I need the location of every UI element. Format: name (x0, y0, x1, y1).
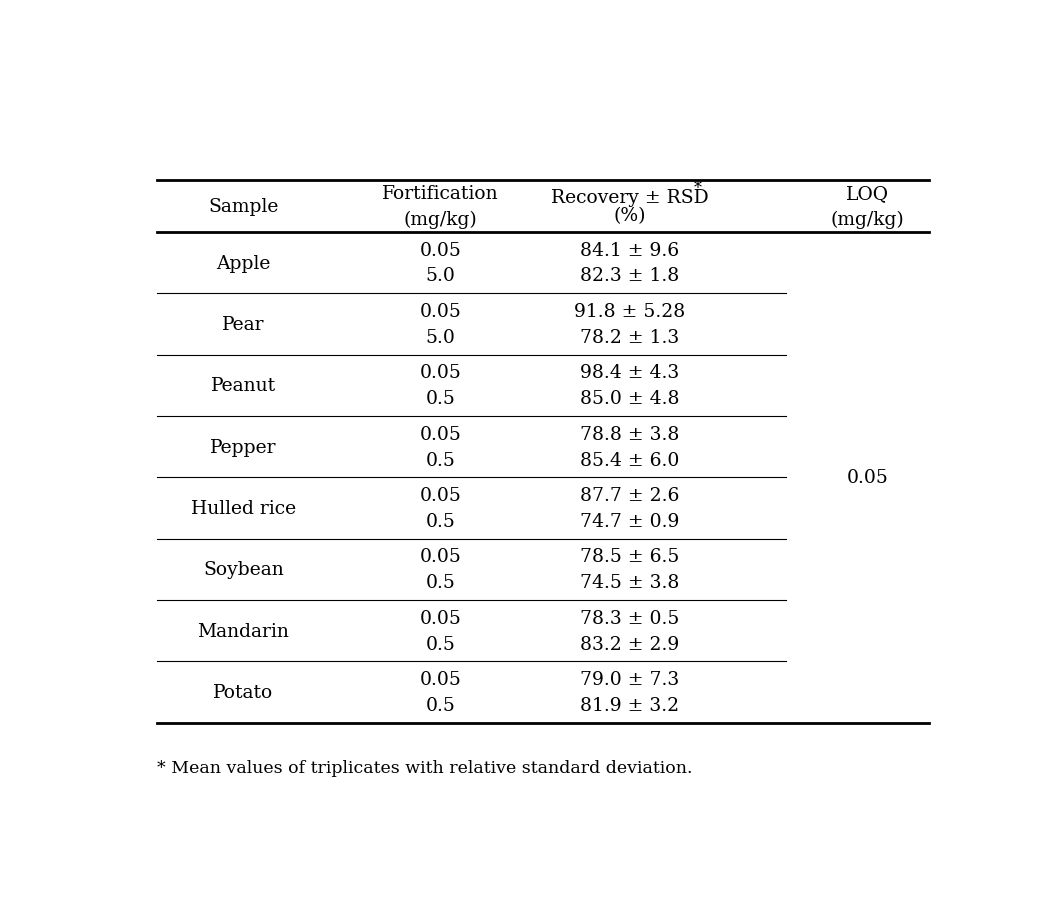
Text: Recovery ± RSD: Recovery ± RSD (550, 189, 708, 207)
Text: 0.05: 0.05 (420, 425, 461, 443)
Text: Fortification
(mg/kg): Fortification (mg/kg) (383, 185, 499, 228)
Text: (%): (%) (614, 207, 646, 226)
Text: 0.05: 0.05 (420, 609, 461, 627)
Text: 0.05: 0.05 (420, 303, 461, 321)
Text: 91.8 ± 5.28: 91.8 ± 5.28 (573, 303, 685, 321)
Text: Peanut: Peanut (211, 377, 276, 395)
Text: 98.4 ± 4.3: 98.4 ± 4.3 (580, 364, 679, 382)
Text: Pear: Pear (223, 316, 265, 334)
Text: 82.3 ± 1.8: 82.3 ± 1.8 (580, 267, 679, 285)
Text: 0.5: 0.5 (426, 451, 456, 469)
Text: Pepper: Pepper (210, 438, 277, 456)
Text: 78.3 ± 0.5: 78.3 ± 0.5 (580, 609, 679, 627)
Text: 0.05: 0.05 (420, 486, 461, 504)
Text: 85.4 ± 6.0: 85.4 ± 6.0 (580, 451, 679, 469)
Text: 5.0: 5.0 (426, 267, 456, 285)
Text: 0.5: 0.5 (426, 512, 456, 530)
Text: Potato: Potato (213, 684, 273, 701)
Text: 0.05: 0.05 (420, 364, 461, 382)
Text: 0.05: 0.05 (420, 670, 461, 688)
Text: 0.5: 0.5 (426, 390, 456, 408)
Text: 74.7 ± 0.9: 74.7 ± 0.9 (580, 512, 679, 530)
Text: 0.05: 0.05 (420, 548, 461, 566)
Text: 83.2 ± 2.9: 83.2 ± 2.9 (580, 635, 679, 653)
Text: Soybean: Soybean (204, 561, 284, 579)
Text: 78.8 ± 3.8: 78.8 ± 3.8 (580, 425, 679, 443)
Text: 0.5: 0.5 (426, 696, 456, 714)
Text: LOQ
(mg/kg): LOQ (mg/kg) (831, 185, 904, 228)
Text: 84.1 ± 9.6: 84.1 ± 9.6 (580, 242, 679, 260)
Text: 0.05: 0.05 (847, 469, 888, 487)
Text: Apple: Apple (216, 254, 270, 272)
Text: * Mean values of triplicates with relative standard deviation.: * Mean values of triplicates with relati… (157, 759, 692, 777)
Text: *: * (693, 180, 702, 198)
Text: 0.05: 0.05 (420, 242, 461, 260)
Text: 5.0: 5.0 (426, 328, 456, 346)
Text: Hulled rice: Hulled rice (191, 500, 296, 518)
Text: 85.0 ± 4.8: 85.0 ± 4.8 (580, 390, 679, 408)
Text: Sample: Sample (208, 198, 279, 216)
Text: 79.0 ± 7.3: 79.0 ± 7.3 (580, 670, 679, 688)
Text: 81.9 ± 3.2: 81.9 ± 3.2 (580, 696, 679, 714)
Text: 78.2 ± 1.3: 78.2 ± 1.3 (580, 328, 679, 346)
Text: 0.5: 0.5 (426, 574, 456, 592)
Text: Mandarin: Mandarin (197, 622, 289, 640)
Text: 0.5: 0.5 (426, 635, 456, 653)
Text: 74.5 ± 3.8: 74.5 ± 3.8 (580, 574, 679, 592)
Text: 78.5 ± 6.5: 78.5 ± 6.5 (580, 548, 679, 566)
Text: 87.7 ± 2.6: 87.7 ± 2.6 (580, 486, 679, 504)
